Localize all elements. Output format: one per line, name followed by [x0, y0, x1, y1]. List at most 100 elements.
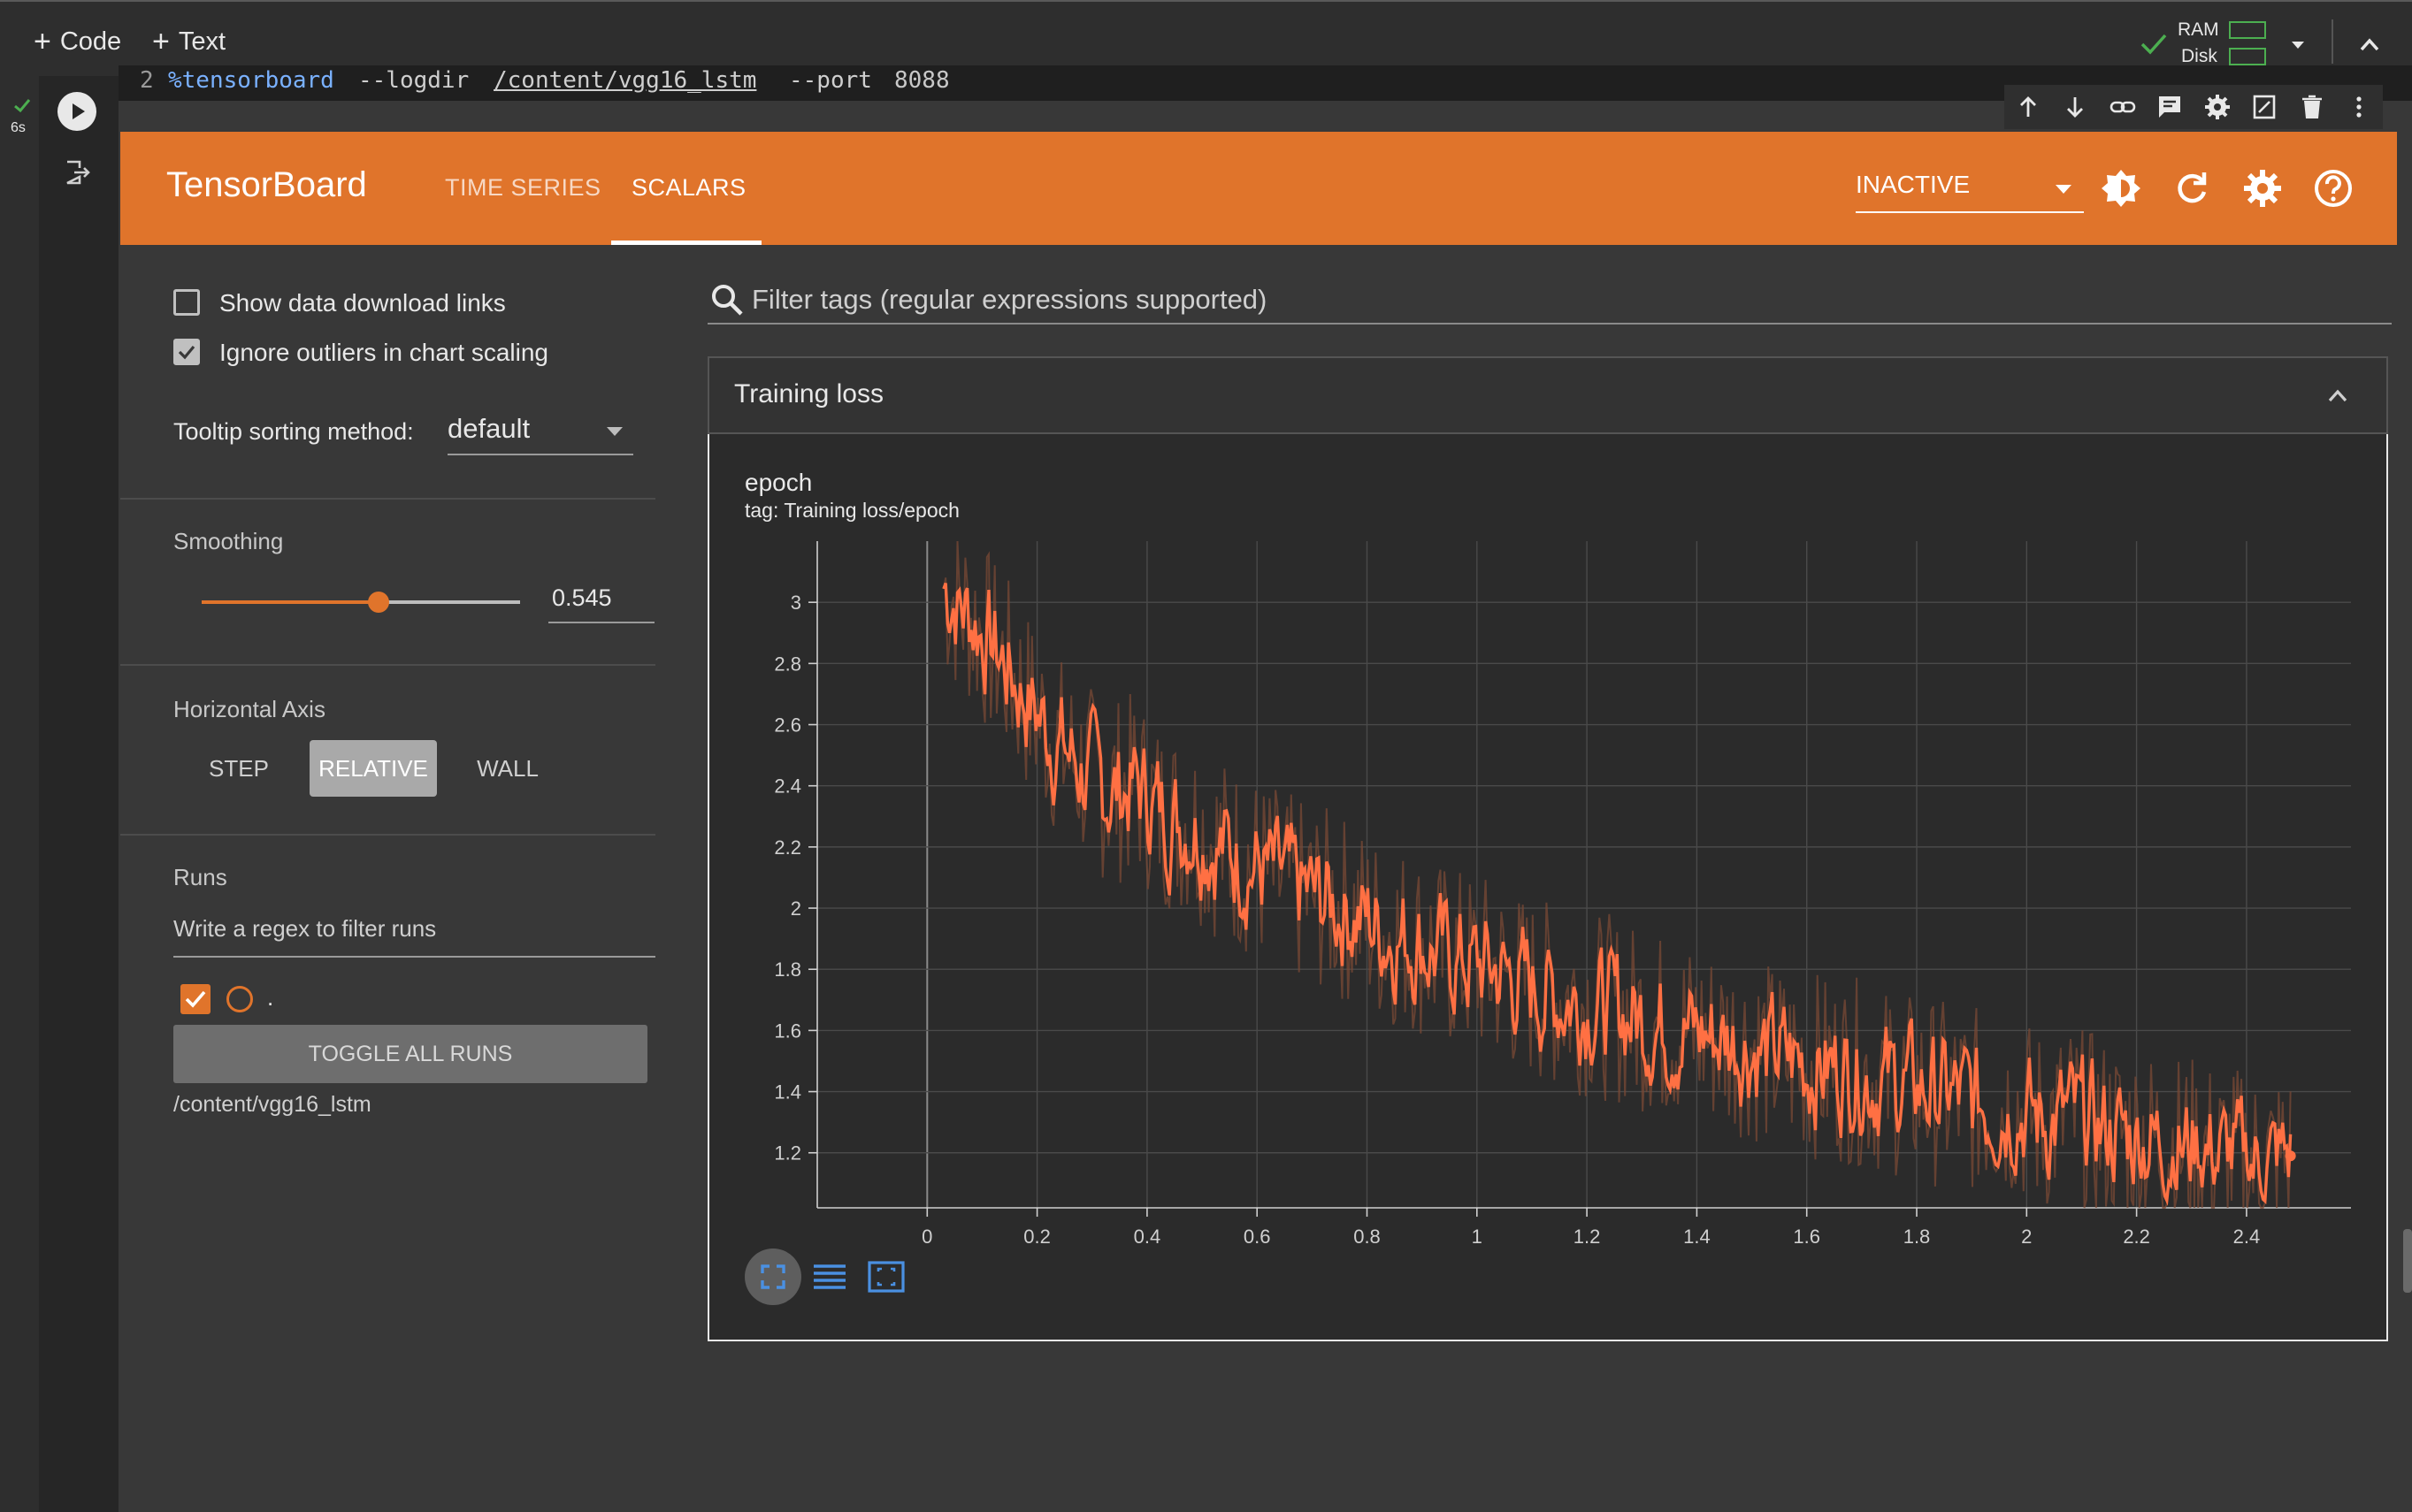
checkmark-icon [178, 345, 195, 360]
ignore-outliers-label: Ignore outliers in chart scaling [219, 339, 548, 366]
line-number: 2 [140, 67, 154, 94]
y-tick-label: 2 [791, 897, 801, 920]
fit-domain-button[interactable] [745, 1249, 801, 1305]
caret-down-icon [607, 427, 623, 436]
divider [120, 664, 655, 666]
tooltip-sorting-label: Tooltip sorting method: [173, 418, 414, 445]
executed-check-icon [12, 95, 32, 115]
chart-tag: tag: Training loss/epoch [745, 499, 960, 522]
ignore-outliers-checkbox[interactable] [173, 339, 200, 365]
series-end-point [2285, 1150, 2296, 1162]
x-tick-label: 1.2 [1574, 1226, 1601, 1248]
colab-toolbar: + Code + Text RAM Disk [0, 0, 2412, 76]
smoothing-slider-thumb[interactable] [367, 592, 389, 613]
toggle-log-scale-button[interactable] [812, 1259, 847, 1294]
y-tick-label: 3 [791, 592, 801, 614]
y-tick-label: 2.8 [774, 653, 801, 675]
code-arg-logdir: --logdir [358, 67, 470, 94]
run-cell-button[interactable] [57, 92, 96, 131]
x-tick-label: 1 [1472, 1226, 1482, 1248]
caret-down-icon[interactable] [2287, 34, 2309, 55]
x-tick-label: 1.6 [1793, 1226, 1820, 1248]
chevron-up-icon[interactable] [2324, 383, 2351, 409]
y-tick-label: 1.2 [774, 1142, 801, 1165]
show-download-links-checkbox[interactable] [173, 289, 200, 316]
axis-relative-button[interactable]: RELATIVE [310, 740, 437, 797]
x-tick-label: 0.4 [1134, 1226, 1161, 1248]
y-tick-label: 2.6 [774, 714, 801, 737]
disk-meter [2229, 48, 2266, 65]
sidebar: Show data download links Ignore outliers… [120, 245, 686, 1512]
loss-chart[interactable]: 0 0.2 0.4 0.6 0.8 1 1.2 1.4 1.6 1.8 2 2.2 2.4 1.2 1.4 1… [725, 531, 2370, 1256]
output-icon[interactable] [62, 157, 92, 187]
settings-icon[interactable] [2241, 167, 2284, 210]
tab-time-series[interactable]: TIME SERIES [445, 174, 601, 201]
arrow-down-icon[interactable] [2061, 93, 2089, 121]
cell-gutter [39, 76, 119, 1512]
delete-icon[interactable] [2298, 93, 2326, 121]
smoothing-input[interactable]: 0.545 [548, 577, 655, 623]
card-title: Training loss [734, 379, 884, 409]
expand-chart-button[interactable] [867, 1259, 906, 1294]
settings-icon[interactable] [2203, 93, 2232, 121]
link-icon[interactable] [2109, 93, 2137, 121]
divider [2332, 19, 2333, 64]
cell-toolbar [2004, 85, 2383, 129]
axis-wall-button[interactable]: WALL [477, 754, 539, 782]
y-tick-label: 1.6 [774, 1019, 801, 1042]
page-scrollbar[interactable] [2403, 1229, 2412, 1293]
runs-label: Runs [173, 864, 227, 890]
refresh-icon[interactable] [2171, 167, 2213, 210]
divider [120, 498, 655, 500]
toggle-all-runs-button[interactable]: TOGGLE ALL RUNS [173, 1025, 647, 1083]
plugin-select[interactable]: INACTIVE [1856, 171, 2084, 213]
y-tick-label: 1.8 [774, 958, 801, 981]
disk-label: Disk [2181, 46, 2217, 66]
code-path: /content/vgg16_lstm [494, 67, 757, 94]
x-tick-label: 2.4 [2233, 1226, 2261, 1248]
chevron-up-icon[interactable] [2356, 32, 2383, 58]
caret-down-icon [2056, 185, 2071, 194]
run-path: /content/vgg16_lstm [173, 1092, 371, 1117]
runs-filter-input[interactable]: Write a regex to filter runs [173, 906, 655, 958]
x-tick-label: 0.8 [1353, 1226, 1381, 1248]
run-name: . [267, 984, 274, 1011]
x-tick-label: 0 [922, 1226, 932, 1248]
axis-step-button[interactable]: STEP [209, 754, 269, 782]
tag-filter-input[interactable]: Filter tags (regular expressions support… [708, 277, 2392, 325]
x-tick-label: 1.8 [1903, 1226, 1931, 1248]
y-tick-label: 1.4 [774, 1081, 801, 1103]
smoothing-slider-fill [202, 600, 379, 604]
more-vert-icon[interactable] [2345, 93, 2373, 121]
help-icon[interactable] [2312, 167, 2355, 210]
arrow-up-icon[interactable] [2014, 93, 2042, 121]
add-code-button[interactable]: + Code [34, 25, 122, 58]
y-tick-label: 2.4 [774, 775, 801, 798]
run-checkbox[interactable] [180, 984, 211, 1014]
list-icon [814, 1264, 846, 1289]
code-magic: %tensorboard [168, 67, 334, 94]
card-header[interactable]: Training loss [708, 356, 2388, 434]
ram-label: RAM [2178, 19, 2219, 40]
run-color-swatch[interactable] [226, 986, 253, 1012]
divider [120, 834, 655, 836]
execution-time: 6s [11, 120, 26, 135]
smoothing-label: Smoothing [173, 528, 284, 554]
dark-mode-icon[interactable] [2100, 167, 2142, 210]
x-tick-label: 0.2 [1023, 1226, 1051, 1248]
x-tick-label: 2.2 [2123, 1226, 2150, 1248]
fullscreen-icon [761, 1264, 785, 1289]
search-icon [712, 285, 743, 316]
code-port: 8088 [894, 67, 950, 94]
tensorboard-header: TensorBoard TIME SERIES SCALARS INACTIVE [120, 132, 2397, 245]
tooltip-sorting-select[interactable]: default [448, 409, 633, 455]
mirror-cell-icon[interactable] [2250, 93, 2278, 121]
checkmark-icon [185, 990, 206, 1008]
add-text-button[interactable]: + Text [152, 25, 226, 58]
comment-icon[interactable] [2155, 93, 2184, 121]
tab-scalars[interactable]: SCALARS [632, 174, 747, 201]
plus-icon: + [152, 25, 170, 58]
y-tick-label: 2.2 [774, 836, 801, 859]
checkmark-icon [2139, 28, 2169, 58]
resource-monitor[interactable]: RAM Disk [2178, 19, 2275, 71]
